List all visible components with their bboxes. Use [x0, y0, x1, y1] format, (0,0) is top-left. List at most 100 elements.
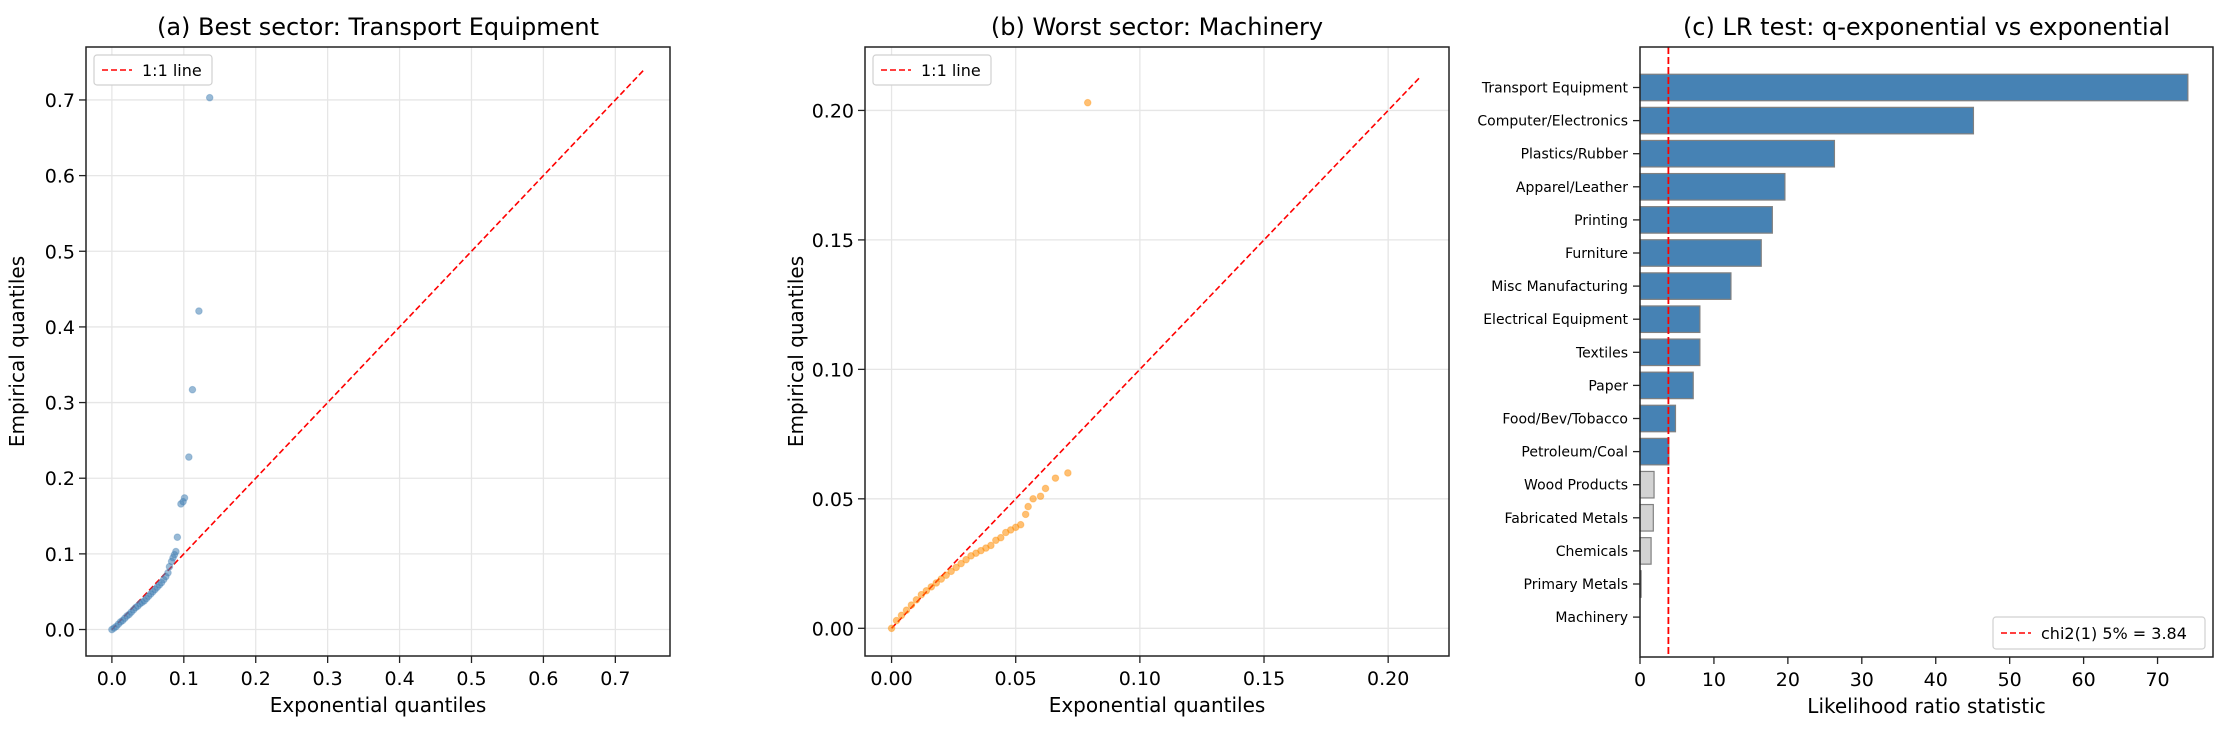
- x-tick-label: 40: [1924, 669, 1948, 691]
- panel-c-title: (c) LR test: q-exponential vs exponentia…: [1683, 13, 2170, 41]
- panel-a-qq-plot: 0.0 0.1 0.2 0.3 0.4 0.5 0.6 0.7 0.0 0.1 0.2 0.3 0.4…: [5, 13, 671, 717]
- panel-a-legend: 1:1 line: [93, 54, 213, 86]
- x-tick-label: 0.4: [384, 668, 414, 690]
- panel-a-y-ticks: 0.0 0.1 0.2 0.3 0.4 0.5 0.6 0.7: [45, 90, 86, 642]
- x-tick-label: 30: [1850, 669, 1874, 691]
- panel-b-legend: 1:1 line: [872, 54, 992, 86]
- panel-b-legend-label: 1:1 line: [921, 61, 981, 80]
- y-tick-label: 0.10: [812, 359, 854, 381]
- y-tick-label: 0.0: [45, 620, 75, 642]
- x-tick-label: 0.1: [169, 668, 199, 690]
- panel-a-y-label: Empirical quantiles: [5, 256, 29, 447]
- x-tick-label: 0.2: [241, 668, 271, 690]
- bar: [1639, 272, 1732, 300]
- y-tick-label: 0.05: [812, 489, 854, 511]
- x-tick-label: 0.5: [456, 668, 486, 690]
- bar: [1639, 139, 1836, 168]
- category-label: Printing: [1574, 213, 1628, 229]
- panel-b-qq-plot: 0.00 0.05 0.10 0.15 0.20 0.00 0.05 0.10 0.15 0.2…: [784, 13, 1450, 717]
- category-label: Primary Metals: [1524, 577, 1629, 593]
- bar: [1639, 206, 1773, 234]
- panel-c-category-labels: Transport Equipment Computer/Electronics P…: [1477, 81, 1640, 626]
- bar: [1639, 503, 1654, 532]
- panel-c-axes-frame: [1639, 46, 2214, 658]
- panel-b-title: (b) Worst sector: Machinery: [991, 13, 1323, 41]
- category-label: Chemicals: [1556, 544, 1628, 560]
- category-label: Transport Equipment: [1481, 81, 1629, 97]
- panel-a-grid: [86, 47, 670, 656]
- x-tick-label: 0: [1634, 669, 1646, 691]
- panel-b-x-ticks: 0.00 0.05 0.10 0.15 0.20: [870, 656, 1409, 690]
- y-tick-label: 0.4: [45, 317, 75, 339]
- bar: [1639, 371, 1694, 400]
- x-tick-label: 0.0: [97, 668, 127, 690]
- bar: [1639, 172, 1786, 201]
- y-tick-label: 0.7: [45, 90, 75, 112]
- panel-a-x-ticks: 0.0 0.1 0.2 0.3 0.4 0.5 0.6 0.7: [97, 656, 630, 690]
- y-tick-label: 0.5: [45, 241, 75, 263]
- x-tick-label: 20: [1776, 669, 1800, 691]
- panel-a-axes-frame: [85, 46, 671, 657]
- x-tick-label: 60: [2072, 669, 2096, 691]
- panel-a-reference-line: [111, 69, 645, 631]
- y-tick-label: 0.6: [45, 166, 75, 188]
- category-label: Plastics/Rubber: [1521, 147, 1629, 163]
- x-tick-label: 0.3: [313, 668, 343, 690]
- category-label: Food/Bev/Tobacco: [1502, 412, 1628, 428]
- x-tick-label: 70: [2145, 669, 2169, 691]
- bar: [1639, 470, 1655, 499]
- x-tick-label: 0.05: [995, 668, 1037, 690]
- bar: [1639, 338, 1701, 367]
- panel-a-title: (a) Best sector: Transport Equipment: [157, 13, 599, 41]
- category-label: Wood Products: [1524, 478, 1628, 494]
- panel-a-legend-label: 1:1 line: [142, 61, 202, 80]
- y-tick-label: 0.15: [812, 230, 854, 252]
- panel-b-grid: [865, 47, 1449, 656]
- bar: [1639, 537, 1652, 565]
- panel-c-legend-label: chi2(1) 5% = 3.84: [2041, 624, 2187, 643]
- x-tick-label: 10: [1702, 669, 1726, 691]
- category-label: Apparel/Leather: [1516, 180, 1628, 196]
- y-tick-label: 0.20: [812, 100, 854, 122]
- panel-c-x-ticks: 0 10 20 30 40 50 60 70: [1634, 657, 2170, 691]
- category-label: Machinery: [1555, 610, 1628, 626]
- category-label: Electrical Equipment: [1483, 312, 1628, 328]
- x-tick-label: 0.15: [1243, 668, 1285, 690]
- bar: [1639, 239, 1762, 267]
- x-tick-label: 0.6: [528, 668, 558, 690]
- x-tick-label: 0.10: [1119, 668, 1161, 690]
- category-label: Misc Manufacturing: [1491, 279, 1628, 295]
- bar: [1639, 305, 1701, 334]
- panel-b-scatter-points: [887, 98, 1092, 633]
- panel-b-x-label: Exponential quantiles: [1049, 693, 1266, 717]
- category-label: Fabricated Metals: [1504, 511, 1628, 527]
- panel-b-axes-frame: [864, 46, 1450, 657]
- panel-c-x-label: Likelihood ratio statistic: [1807, 694, 2045, 718]
- category-label: Textiles: [1575, 345, 1628, 361]
- panel-a-scatter-points: [108, 93, 214, 634]
- panel-b-y-label: Empirical quantiles: [784, 256, 808, 447]
- category-label: Furniture: [1565, 246, 1628, 262]
- y-tick-label: 0.3: [45, 393, 75, 415]
- x-tick-label: 0.00: [870, 668, 912, 690]
- panel-c-legend: chi2(1) 5% = 3.84: [1992, 616, 2206, 650]
- x-tick-label: 50: [1998, 669, 2022, 691]
- panel-c-bars: [1639, 73, 2189, 598]
- x-tick-label: 0.7: [600, 668, 630, 690]
- panel-a-x-label: Exponential quantiles: [270, 693, 487, 717]
- y-tick-label: 0.1: [45, 544, 75, 566]
- panel-b-reference-line: [890, 76, 1422, 629]
- bar: [1639, 404, 1677, 433]
- category-label: Paper: [1588, 378, 1628, 394]
- bar: [1639, 106, 1975, 135]
- bar: [1639, 73, 2189, 102]
- panel-c-lr-bar-chart: 0 10 20 30 40 50 60 70 Transport Equipment Compu…: [1477, 13, 2214, 718]
- x-tick-label: 0.20: [1367, 668, 1409, 690]
- y-tick-label: 0.2: [45, 468, 75, 490]
- panel-b-y-ticks: 0.00 0.05 0.10 0.15 0.20: [812, 100, 865, 640]
- y-tick-label: 0.00: [812, 618, 854, 640]
- bar: [1639, 437, 1670, 466]
- category-label: Computer/Electronics: [1477, 114, 1628, 130]
- category-label: Petroleum/Coal: [1521, 445, 1628, 461]
